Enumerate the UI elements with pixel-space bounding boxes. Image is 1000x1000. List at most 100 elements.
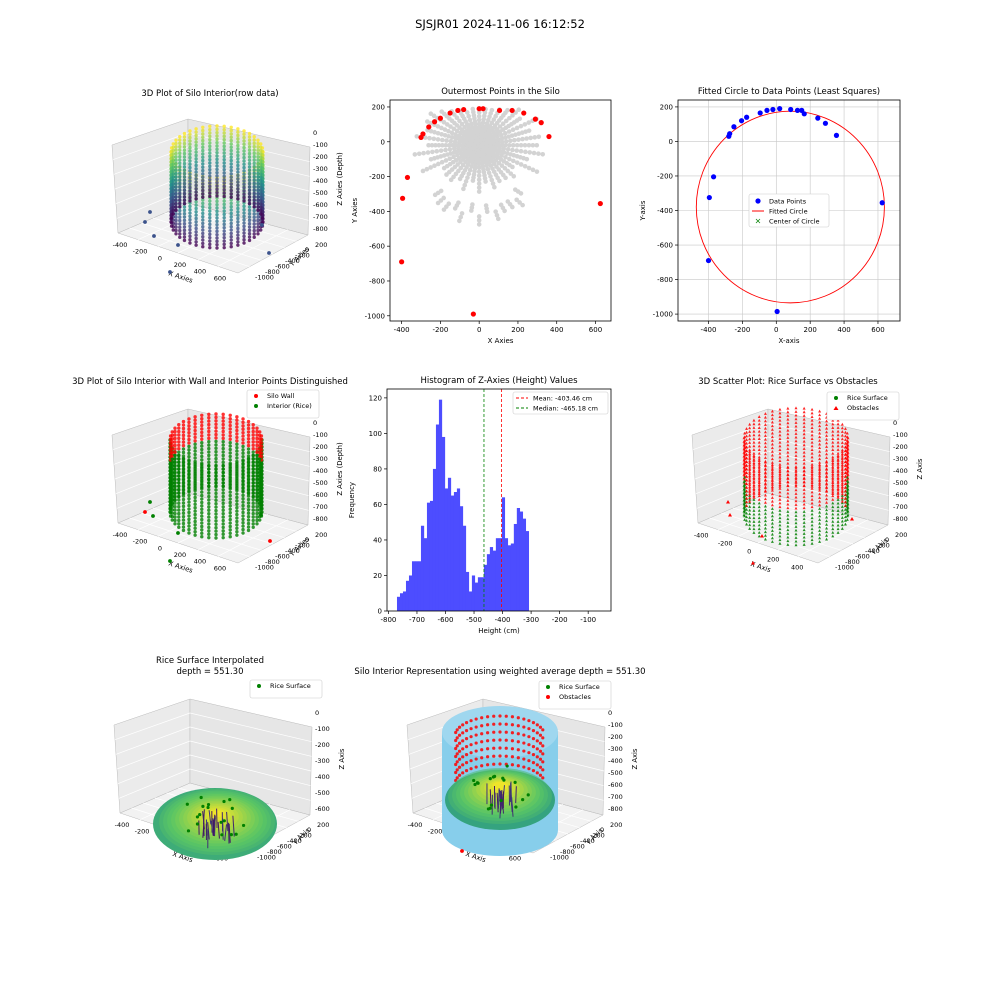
data-point	[259, 142, 263, 146]
z-tick-label: -100	[608, 721, 623, 729]
data-point	[181, 521, 186, 526]
data-point	[188, 204, 192, 209]
data-point	[178, 208, 182, 213]
data-point	[242, 195, 246, 200]
data-point	[242, 214, 246, 219]
data-point	[171, 208, 175, 213]
data-point	[794, 499, 798, 503]
data-point	[193, 476, 197, 481]
data-point	[810, 484, 814, 488]
obstacle-point	[461, 723, 465, 727]
data-point	[208, 194, 212, 199]
data-point	[171, 165, 175, 169]
data-point	[757, 437, 761, 440]
data-point	[259, 155, 263, 159]
data-point	[241, 454, 245, 459]
data-point	[241, 430, 245, 435]
data-point	[193, 483, 197, 488]
obstacle-point	[510, 723, 515, 727]
data-point	[236, 153, 240, 158]
x-tick-label: 600	[214, 564, 226, 572]
histogram-bar	[405, 580, 410, 611]
data-point	[822, 120, 829, 126]
y-tick-label: 0	[669, 138, 673, 146]
data-point	[228, 524, 232, 529]
data-point	[178, 158, 182, 162]
data-point	[831, 501, 835, 505]
data-point	[786, 458, 790, 461]
z-tick-label: -200	[313, 153, 328, 161]
data-point	[252, 215, 256, 219]
data-point	[208, 212, 212, 217]
data-point	[193, 456, 197, 460]
data-point	[182, 171, 187, 176]
data-point	[752, 484, 756, 488]
data-point	[214, 419, 218, 423]
data-point	[222, 181, 226, 185]
data-point	[845, 518, 849, 521]
data-point	[261, 220, 265, 224]
data-point-gray	[526, 128, 532, 133]
data-point	[802, 414, 806, 417]
data-point-gray	[497, 145, 502, 151]
data-point	[177, 450, 181, 454]
data-point	[763, 485, 767, 489]
outlier-point	[728, 513, 732, 517]
obstacle-point	[527, 719, 531, 723]
data-point	[207, 443, 211, 447]
x-tick-label: 0	[158, 254, 162, 262]
data-point	[200, 485, 204, 489]
obstacle-point	[469, 743, 473, 747]
data-point-gray	[451, 126, 457, 132]
data-point	[215, 219, 219, 224]
data-point	[201, 168, 205, 173]
data-point	[200, 447, 204, 452]
data-point	[810, 490, 814, 494]
data-point	[247, 168, 252, 172]
data-point	[825, 523, 829, 526]
data-point	[208, 164, 212, 169]
data-point	[770, 453, 774, 457]
data-point	[229, 208, 233, 212]
data-point	[187, 524, 191, 528]
data-point	[810, 530, 814, 534]
chart-subtitle: depth = 551.30	[176, 667, 243, 677]
data-point	[770, 510, 774, 514]
data-point	[802, 521, 806, 524]
data-point	[786, 480, 790, 483]
data-point	[743, 494, 747, 497]
obstacle-point	[461, 771, 465, 775]
data-point	[786, 461, 790, 465]
data-point	[802, 443, 806, 447]
data-point	[174, 212, 178, 216]
data-point	[174, 181, 178, 186]
data-point	[840, 455, 844, 459]
data-point	[763, 478, 767, 481]
z-axis-label: Z Axis	[631, 748, 639, 769]
data-point-gray	[476, 222, 482, 227]
data-point-gray	[479, 143, 485, 148]
data-point	[177, 440, 181, 444]
data-point	[810, 508, 814, 512]
data-point	[836, 484, 840, 488]
data-point	[825, 534, 829, 537]
data-point	[235, 480, 239, 484]
data-point	[840, 483, 844, 486]
data-point	[752, 498, 756, 501]
data-point	[840, 497, 844, 501]
data-point	[731, 124, 737, 130]
data-point	[770, 492, 774, 496]
data-point	[825, 459, 829, 463]
data-point	[181, 450, 186, 455]
obstacle-point	[457, 741, 462, 745]
data-point	[845, 505, 849, 508]
data-point	[843, 478, 847, 482]
data-point	[222, 157, 226, 162]
data-point	[778, 426, 782, 430]
data-point	[840, 485, 844, 488]
data-point	[810, 451, 814, 455]
data-point	[757, 461, 761, 465]
data-point	[193, 415, 197, 419]
data-point	[252, 168, 256, 172]
data-point	[802, 472, 806, 476]
